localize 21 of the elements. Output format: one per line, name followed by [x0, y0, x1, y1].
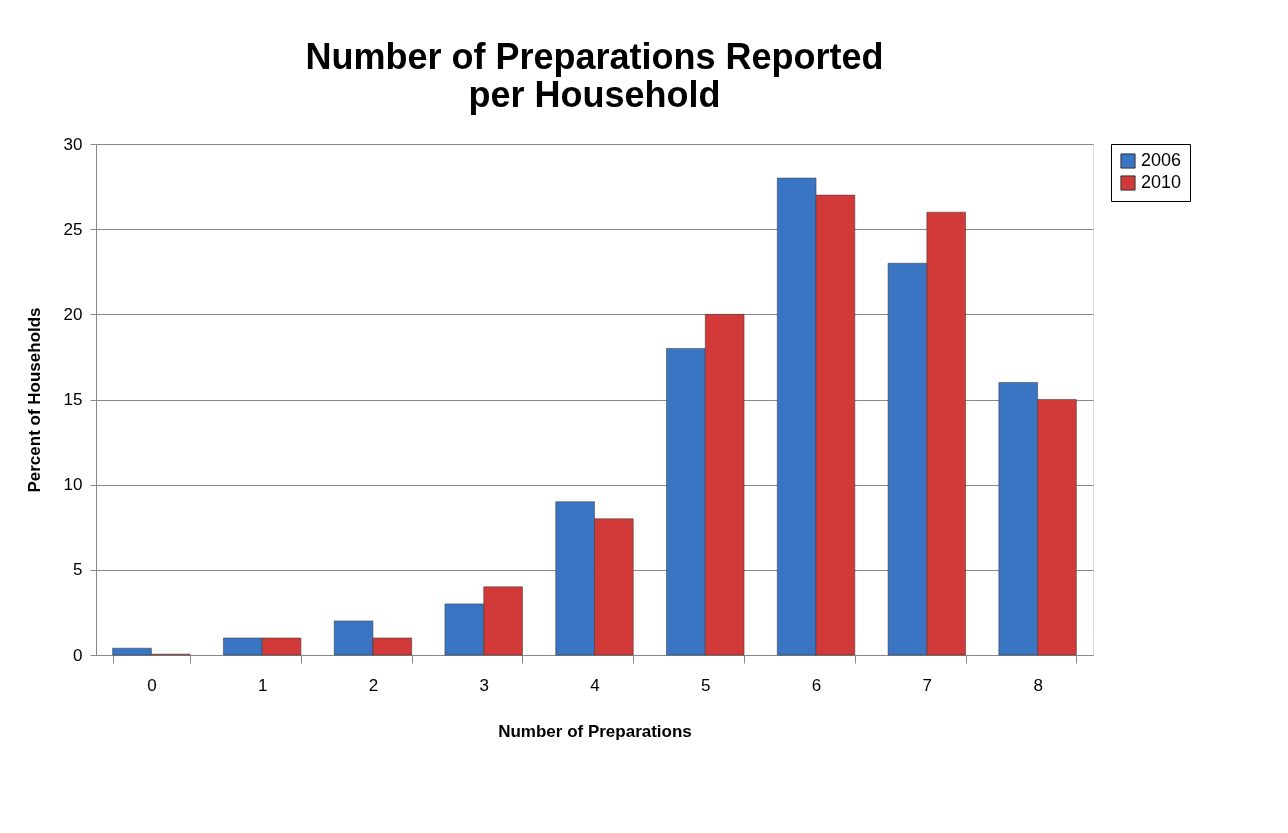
- x-tick-label: 6: [811, 675, 822, 695]
- y-tick-label: 30: [63, 134, 83, 154]
- legend-label: 2010: [1141, 172, 1182, 192]
- y-tick-label: 5: [73, 560, 83, 580]
- y-tick-label: 25: [63, 219, 83, 239]
- x-tick-label: 3: [479, 675, 489, 695]
- y-axis-title: Percent of Households: [24, 307, 44, 493]
- y-tick-label: 0: [73, 645, 83, 665]
- x-tick-label: 7: [922, 675, 933, 695]
- x-tick-label: 1: [257, 675, 268, 695]
- legend-label: 2006: [1141, 150, 1182, 170]
- x-tick-label: 8: [1033, 675, 1043, 695]
- x-axis-title: Number of Preparations: [498, 721, 692, 741]
- x-tick-label: 5: [701, 675, 711, 695]
- x-tick-label: 2: [368, 675, 379, 695]
- x-tick-label: 4: [590, 675, 600, 695]
- text: Number of Preparations Reported: [305, 36, 884, 77]
- y-tick-label: 20: [63, 304, 83, 324]
- y-tick-label: 10: [63, 475, 83, 495]
- x-tick-label: 0: [147, 675, 157, 695]
- y-tick-label: 15: [63, 390, 83, 409]
